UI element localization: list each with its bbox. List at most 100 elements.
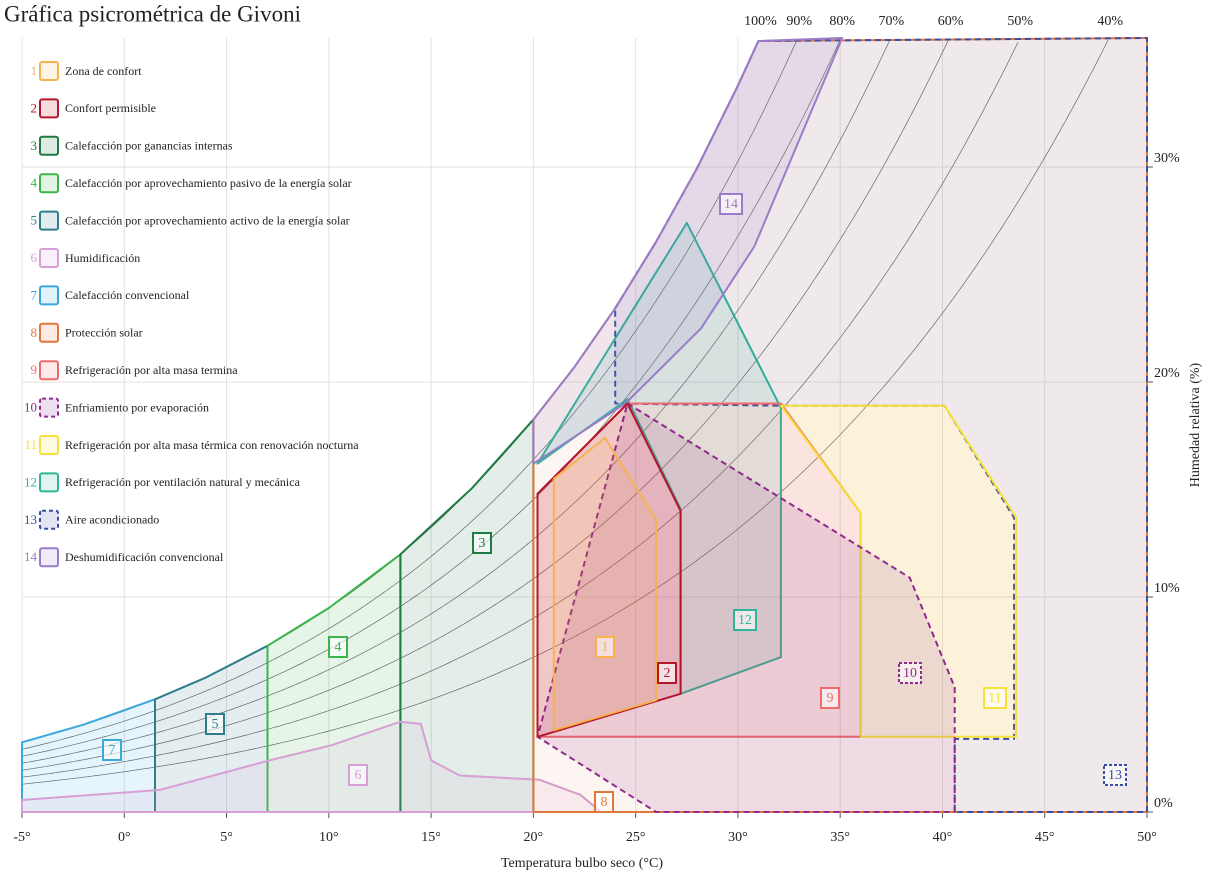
legend-swatch <box>39 135 59 156</box>
x-tick-label: 50° <box>1137 830 1157 845</box>
zone-badge-label: 4 <box>335 640 342 655</box>
legend-swatch <box>39 360 59 381</box>
zone-badge-label: 10 <box>903 666 917 681</box>
zone <box>536 402 682 738</box>
legend-label: Calefacción por aprovechamiento pasivo d… <box>65 176 352 190</box>
zone-badge <box>205 713 225 735</box>
zone-badge-label: 6 <box>355 768 362 783</box>
legend-number: 10 <box>24 400 37 415</box>
legend-number: 13 <box>24 512 37 527</box>
zone-badge-label: 3 <box>479 536 486 551</box>
x-tick-label: 35° <box>830 830 850 845</box>
legend-swatch <box>39 248 59 268</box>
legend-swatch <box>39 547 59 568</box>
legend-label: Refrigeración por alta masa térmica con … <box>65 438 359 452</box>
zone <box>532 37 844 465</box>
legend-number: 7 <box>31 287 38 302</box>
legend-number: 9 <box>31 362 38 377</box>
zone <box>552 436 658 732</box>
y-tick-label: 30% <box>1154 151 1180 166</box>
rh-curve-label: 40% <box>1097 14 1123 29</box>
zone-badge <box>595 636 615 658</box>
zone-badge-label: 14 <box>724 197 738 212</box>
zone-badge-label: 11 <box>988 691 1001 706</box>
zone-badge-label: 1 <box>602 640 609 655</box>
zone-badge <box>898 662 922 684</box>
legend-label: Calefacción por ganancias internas <box>65 139 233 153</box>
legend-label: Calefacción por aprovechamiento activo d… <box>65 213 350 227</box>
legend-number: 12 <box>24 474 37 489</box>
zone-badge <box>594 791 614 813</box>
legend-number: 4 <box>31 175 38 190</box>
rh-curve <box>21 41 1019 778</box>
legend-label: Deshumidificación convencional <box>65 550 224 564</box>
legend-label: Calefacción convencional <box>65 288 190 302</box>
legend-swatch <box>39 285 59 306</box>
y-tick-label: 10% <box>1154 581 1180 596</box>
legend-number: 1 <box>31 63 38 78</box>
legend-number: 8 <box>31 325 38 340</box>
legend-swatch <box>39 61 59 81</box>
zone-badge-label: 5 <box>212 717 219 732</box>
y-tick-label: 0% <box>1154 796 1173 811</box>
legend-label: Protección solar <box>65 326 143 340</box>
x-tick-label: 25° <box>626 830 646 845</box>
x-tick-label: 30° <box>728 830 748 845</box>
legend-label: Refrigeración por ventilación natural y … <box>65 475 301 489</box>
zone-badge <box>657 662 677 684</box>
legend-label: Aire acondicionado <box>65 513 159 527</box>
legend-label: Refrigeración por alta masa termina <box>65 363 238 377</box>
rh-curve <box>21 39 949 771</box>
legend-swatch <box>39 98 59 119</box>
legend-number: 3 <box>31 138 38 153</box>
zone-badge-label: 2 <box>664 666 671 681</box>
legend-swatch <box>39 173 59 194</box>
x-tick-label: 20° <box>524 830 544 845</box>
zone-badge <box>1103 764 1127 786</box>
legend-swatch <box>39 472 59 493</box>
chart-title: Gráfica psicrométrica de Givoni <box>4 1 301 26</box>
legend-swatch <box>39 322 59 343</box>
legend-number: 14 <box>24 549 38 564</box>
x-axis-label: Temperatura bulbo seco (°C) <box>501 856 663 871</box>
zone-badge-label: 9 <box>827 691 834 706</box>
rh-curve <box>21 39 1109 785</box>
legend-label: Zona de confort <box>65 64 142 78</box>
zone-badge-label: 12 <box>738 613 752 628</box>
zone-badge <box>719 193 743 215</box>
rh-curve-label: 90% <box>786 14 812 29</box>
zone-badge <box>983 687 1007 709</box>
rh-curve-label: 60% <box>938 14 964 29</box>
zone-badge <box>820 687 840 709</box>
zone-badge <box>348 764 368 786</box>
legend-number: 5 <box>31 213 38 228</box>
zone-badge <box>472 532 492 554</box>
legend-swatch <box>39 210 59 231</box>
rh-curve-label: 80% <box>829 14 855 29</box>
x-tick-label: 0° <box>118 830 131 845</box>
legend-swatch <box>39 509 59 530</box>
zone-badge <box>328 636 348 658</box>
y-axis-label: Humedad relativa (%) <box>1188 362 1203 487</box>
legend-number: 2 <box>31 100 38 115</box>
x-tick-label: 15° <box>421 830 441 845</box>
zone-badge-label: 13 <box>1108 768 1122 783</box>
zone-badge <box>102 739 122 761</box>
x-tick-label: 5° <box>220 830 233 845</box>
legend-label: Confort permisible <box>65 101 156 115</box>
zone <box>779 404 1018 738</box>
legend-number: 6 <box>31 250 38 265</box>
legend-label: Enfriamiento por evaporación <box>65 400 209 414</box>
rh-curve <box>21 41 890 764</box>
rh-curve <box>21 39 798 750</box>
legend-number: 11 <box>24 437 37 452</box>
legend-swatch <box>39 397 59 418</box>
zone-badge-label: 8 <box>601 795 608 810</box>
legend-label: Humidificación <box>65 251 140 265</box>
zone-badge-label: 7 <box>109 743 116 758</box>
x-tick-label: 40° <box>933 830 953 845</box>
x-tick-label: 10° <box>319 830 339 845</box>
zone <box>536 221 782 695</box>
